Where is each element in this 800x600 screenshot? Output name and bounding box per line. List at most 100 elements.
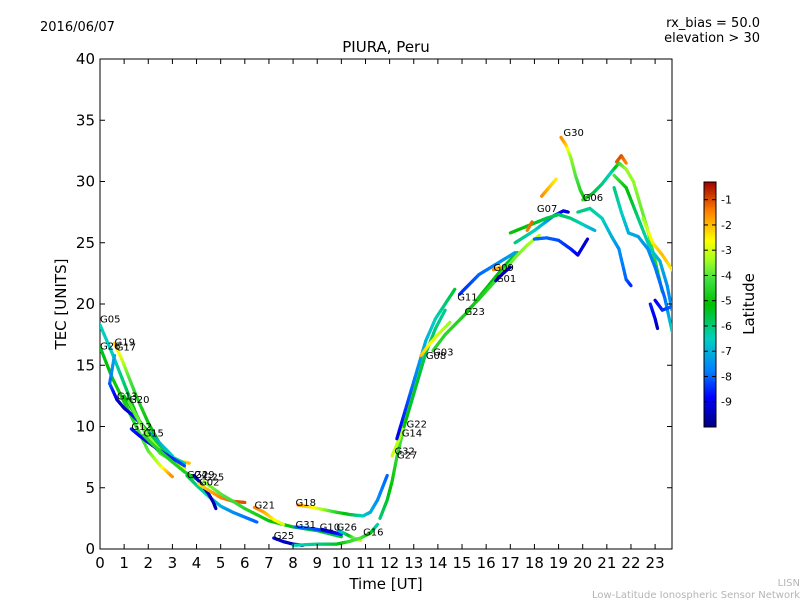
prn-label: G29	[194, 470, 214, 481]
series-G09-27	[491, 265, 503, 272]
series-unlabeled-38	[653, 298, 672, 312]
colorbar-tick-label: -7	[721, 345, 732, 358]
x-axis-ticks: 0 1 2 3 4 5 6 7 8 9 10 11 12 13 14 15 16 17 18 19 20 21 22 23	[95, 59, 665, 572]
y-tick-label: 35	[76, 111, 95, 129]
chart-title: PIURA, Peru	[342, 38, 429, 56]
x-tick-label: 16	[477, 554, 496, 572]
y-tick-label: 15	[76, 356, 95, 374]
tec-segment	[180, 460, 187, 465]
tec-segment	[451, 287, 457, 294]
series-unlabeled-32	[508, 212, 597, 235]
series-G15-7	[141, 433, 199, 481]
x-tick-label: 8	[288, 554, 298, 572]
x-tick-label: 3	[168, 554, 178, 572]
y-tick-label: 0	[85, 540, 95, 558]
prn-label: G26	[337, 523, 357, 534]
prn-label: G23	[464, 307, 484, 318]
prn-label: G30	[563, 128, 583, 139]
prn-label: G26	[100, 341, 120, 352]
prn-label: G15	[143, 428, 163, 439]
tec-segment	[180, 462, 187, 468]
prn-label: G07	[537, 204, 557, 215]
tec-segment	[335, 534, 343, 539]
x-tick-label: 18	[525, 554, 544, 572]
series-unlabeled-42	[540, 177, 558, 198]
x-tick-label: 7	[264, 554, 274, 572]
tec-segment	[535, 233, 541, 239]
prn-label: G27	[397, 450, 417, 461]
x-tick-label: 13	[404, 554, 423, 572]
series-G21-12	[252, 505, 286, 527]
tec-segment	[553, 177, 558, 183]
colorbar-tick-label: -8	[721, 370, 732, 383]
colorbar-tick-label: -1	[721, 194, 732, 207]
tec-segment	[374, 522, 380, 528]
prn-label: G32	[394, 447, 414, 458]
tec-segment	[384, 473, 389, 480]
date-label: 2016/06/07	[40, 20, 115, 35]
tec-segment	[253, 519, 259, 524]
prn-label: G13	[117, 392, 137, 403]
tec-segment	[591, 227, 597, 233]
prn-label: G03	[433, 347, 453, 358]
series-G10-16	[320, 527, 343, 536]
y-tick-label: 30	[76, 173, 95, 191]
tec-segment	[669, 323, 672, 333]
prn-label: G20	[129, 395, 149, 406]
x-tick-label: 10	[332, 554, 351, 572]
x-tick-label: 2	[143, 554, 153, 572]
colorbar-tick-label: -2	[721, 219, 732, 232]
tec-segment	[441, 308, 447, 315]
prn-label: G25	[204, 472, 224, 483]
prn-label-layer: G05G26G19G17G13G20G12G15G24G29G02G25G21G…	[100, 128, 603, 542]
tec-segment	[529, 220, 534, 225]
x-tick-label: 19	[549, 554, 568, 572]
colorbar-tick-label: -9	[721, 396, 732, 409]
series-unlabeled-37	[641, 216, 672, 272]
prn-label: G25	[274, 531, 294, 542]
x-tick-label: 4	[192, 554, 202, 572]
prn-label: G10	[320, 523, 340, 534]
y-axis-label: TEC [UNITS]	[52, 259, 70, 351]
credit-network: Low-Latitude Ionospheric Sensor Network	[592, 590, 800, 600]
colorbar-tick-label: -5	[721, 295, 732, 308]
x-tick-label: 0	[95, 554, 105, 572]
series-G08-23	[419, 320, 452, 358]
series-unlabeled-36	[612, 186, 672, 333]
series-G16-18	[291, 522, 380, 547]
prn-label: G06	[583, 193, 603, 204]
y-tick-label: 40	[76, 50, 95, 68]
prn-label: G09	[493, 263, 513, 274]
series-unlabeled-40	[614, 154, 628, 165]
x-tick-label: 20	[573, 554, 592, 572]
prn-label: G16	[363, 528, 383, 539]
series-unlabeled-33	[532, 236, 590, 257]
prn-label: G05	[100, 314, 120, 325]
tec-segment	[446, 320, 452, 327]
series-G18-15	[296, 473, 389, 518]
x-tick-label: 22	[621, 554, 640, 572]
credit-lisn: LISN	[778, 578, 800, 589]
prn-label: G02	[199, 477, 219, 488]
colorbar-label: Latitude	[740, 273, 758, 335]
series-G07-29	[513, 209, 570, 245]
x-tick-label: 1	[119, 554, 129, 572]
elevation-label: elevation > 30	[664, 31, 760, 46]
x-tick-label: 21	[597, 554, 616, 572]
x-axis-label: Time [UT]	[348, 575, 422, 593]
series-G01-28	[494, 265, 512, 283]
tec-segment	[628, 283, 633, 288]
tec-segment	[168, 473, 175, 479]
plot-area	[99, 58, 673, 550]
x-tick-label: 12	[380, 554, 399, 572]
x-tick-label: 15	[452, 554, 471, 572]
y-tick-label: 5	[85, 479, 95, 497]
y-tick-label: 25	[76, 234, 95, 252]
prn-label: G17	[116, 343, 136, 354]
x-tick-label: 5	[216, 554, 226, 572]
x-tick-label: 6	[240, 554, 250, 572]
tec-segment	[511, 250, 517, 256]
tec-segment	[280, 522, 286, 527]
series-G22-22	[402, 308, 447, 429]
series-unlabeled-34	[576, 206, 633, 288]
